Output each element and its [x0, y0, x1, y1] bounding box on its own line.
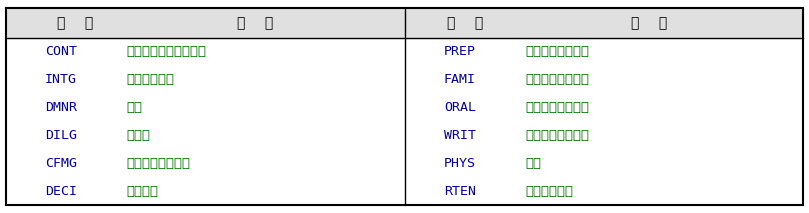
Text: CFMG: CFMG	[45, 157, 77, 170]
Bar	[6, 8, 803, 38]
Text: 口头裁决的可靠度: 口头裁决的可靠度	[525, 101, 589, 114]
Text: 案例流程管理水平: 案例流程管理水平	[126, 157, 190, 170]
Text: DILG: DILG	[45, 129, 77, 142]
Text: PHYS: PHYS	[444, 157, 476, 170]
Text: DECI: DECI	[45, 185, 77, 198]
Text: 律师与法官的接触次数: 律师与法官的接触次数	[126, 45, 206, 58]
Text: 变    量: 变 量	[447, 16, 483, 30]
Text: 法官正直程度: 法官正直程度	[126, 73, 174, 86]
Text: 书面裁决的可靠度: 书面裁决的可靠度	[525, 129, 589, 142]
Text: 决策效率: 决策效率	[126, 185, 158, 198]
Text: 审理前的准备工作: 审理前的准备工作	[525, 45, 589, 58]
Text: RTEN: RTEN	[444, 185, 476, 198]
Text: CONT: CONT	[45, 45, 77, 58]
Text: WRIT: WRIT	[444, 129, 476, 142]
Text: 描    述: 描 述	[631, 16, 667, 30]
Text: 勤勉度: 勤勉度	[126, 129, 150, 142]
Text: FAMI: FAMI	[444, 73, 476, 86]
Text: 变    量: 变 量	[57, 16, 93, 30]
Text: 对法律的熏稔程度: 对法律的熏稔程度	[525, 73, 589, 86]
Text: DMNR: DMNR	[45, 101, 77, 114]
Text: 是否值得保留: 是否值得保留	[525, 185, 573, 198]
Text: ORAL: ORAL	[444, 101, 476, 114]
Text: 描    述: 描 述	[237, 16, 273, 30]
Text: INTG: INTG	[45, 73, 77, 86]
Text: PREP: PREP	[444, 45, 476, 58]
Text: 体能: 体能	[525, 157, 541, 170]
Text: 风度: 风度	[126, 101, 142, 114]
